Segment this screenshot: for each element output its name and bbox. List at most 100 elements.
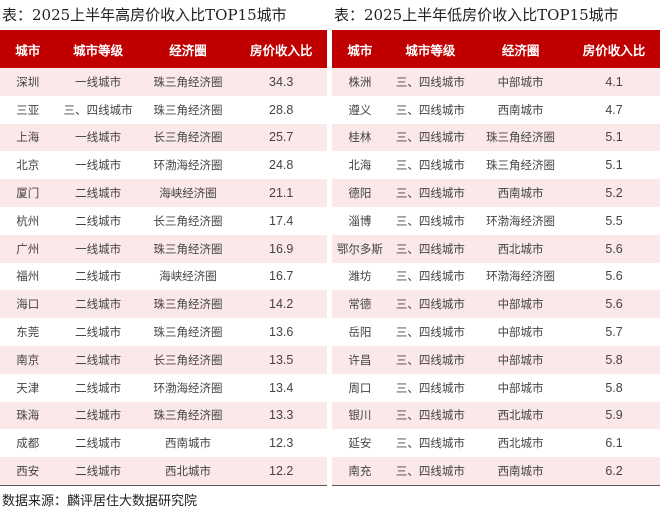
cell-city: 珠海 — [0, 401, 56, 430]
cell-city-tier: 三、四线城市 — [387, 179, 474, 207]
table-row: 银川 三、四线城市 西北城市 5.9 — [332, 401, 660, 430]
cell-economic-zone: 西南城市 — [497, 102, 544, 117]
cell-city-tier: 三、四线城市 — [387, 457, 474, 486]
table-row: 周口 三、四线城市 中部城市 5.8 — [332, 374, 660, 402]
cell-city: 成都 — [16, 436, 40, 451]
header-city-tier: 城市等级 — [387, 30, 474, 68]
cell-price-income-ratio: 16.9 — [235, 234, 327, 263]
table-row: 桂林 三、四线城市 珠三角经济圈 5.1 — [332, 123, 660, 152]
cell-city: 鄂尔多斯 — [332, 234, 388, 263]
cell-economic-zone: 珠三角经济圈 — [473, 123, 569, 152]
cell-price-income-ratio: 4.7 — [605, 102, 623, 117]
cell-city: 常德 — [332, 290, 388, 319]
cell-price-income-ratio: 5.5 — [605, 213, 623, 228]
cell-price-income-ratio: 6.2 — [568, 457, 660, 486]
cell-price-income-ratio: 21.1 — [235, 179, 327, 207]
cell-price-income-ratio: 4.1 — [568, 68, 660, 96]
table-row: 深圳 一线城市 珠三角经济圈 34.3 — [0, 68, 327, 96]
cell-city: 桂林 — [332, 123, 388, 152]
cell-city: 东莞 — [16, 325, 40, 340]
cell-economic-zone: 珠三角经济圈 — [140, 234, 236, 263]
cell-city-tier: 二线城市 — [55, 345, 141, 374]
table-row: 北海 三、四线城市 珠三角经济圈 5.1 — [332, 151, 660, 179]
cell-city: 三亚 — [16, 102, 40, 117]
cell-price-income-ratio: 5.6 — [568, 234, 660, 263]
cell-economic-zone: 环渤海经济圈 — [486, 269, 556, 284]
cell-economic-zone: 珠三角经济圈 — [153, 102, 223, 117]
table-row: 株洲 三、四线城市 中部城市 4.1 — [332, 68, 660, 96]
cell-city: 淄博 — [348, 213, 372, 228]
table-row: 岳阳 三、四线城市 中部城市 5.7 — [332, 318, 660, 346]
cell-city-tier: 一线城市 — [55, 68, 141, 96]
cell-city-tier: 一线城市 — [75, 158, 122, 173]
cell-city: 上海 — [0, 123, 56, 152]
cell-economic-zone: 珠三角经济圈 — [140, 68, 236, 96]
cell-city: 德阳 — [332, 179, 388, 207]
cell-price-income-ratio: 13.3 — [235, 401, 327, 430]
cell-price-income-ratio: 5.8 — [605, 380, 623, 395]
cell-economic-zone: 珠三角经济圈 — [486, 158, 556, 173]
cell-economic-zone: 中部城市 — [497, 325, 544, 340]
cell-economic-zone: 长三角经济圈 — [153, 213, 223, 228]
cell-economic-zone: 中部城市 — [497, 380, 544, 395]
cell-city-tier: 一线城市 — [55, 234, 141, 263]
cell-economic-zone: 海峡经济圈 — [159, 269, 217, 284]
cell-city-tier: 三、四线城市 — [387, 234, 474, 263]
cell-city-tier: 三、四线城市 — [387, 68, 474, 96]
table-row: 上海 一线城市 长三角经济圈 25.7 — [0, 123, 327, 152]
cell-city: 潍坊 — [348, 269, 372, 284]
cell-economic-zone: 珠三角经济圈 — [153, 325, 223, 340]
cell-city: 延安 — [348, 436, 372, 451]
table-row: 福州 二线城市 海峡经济圈 16.7 — [0, 263, 327, 291]
cell-price-income-ratio: 5.6 — [568, 290, 660, 319]
cell-price-income-ratio: 5.7 — [605, 325, 623, 340]
table-header-row: 城市 城市等级 经济圈 房价收入比 — [0, 30, 327, 68]
table-row: 延安 三、四线城市 西北城市 6.1 — [332, 429, 660, 457]
cell-city: 株洲 — [332, 68, 388, 96]
cell-economic-zone: 珠三角经济圈 — [140, 290, 236, 319]
header-city: 城市 — [0, 30, 56, 68]
cell-city-tier: 三、四线城市 — [395, 213, 465, 228]
cell-price-income-ratio: 34.3 — [235, 68, 327, 96]
header-city-tier: 城市等级 — [55, 30, 141, 68]
table-row: 潍坊 三、四线城市 环渤海经济圈 5.6 — [332, 263, 660, 291]
header-price-income-ratio: 房价收入比 — [568, 30, 660, 68]
cell-economic-zone: 环渤海经济圈 — [486, 213, 556, 228]
cell-city-tier: 二线城市 — [55, 290, 141, 319]
header-city: 城市 — [332, 30, 388, 68]
cell-city: 南京 — [0, 345, 56, 374]
cell-city-tier: 一线城市 — [55, 123, 141, 152]
header-price-income-ratio: 房价收入比 — [235, 30, 327, 68]
header-economic-zone: 经济圈 — [140, 30, 236, 68]
table-row: 珠海 二线城市 珠三角经济圈 13.3 — [0, 401, 327, 430]
cell-city-tier: 三、四线城市 — [395, 436, 465, 451]
table-row: 遵义 三、四线城市 西南城市 4.7 — [332, 96, 660, 124]
cell-economic-zone: 西北城市 — [140, 457, 236, 486]
cell-city-tier: 二线城市 — [75, 213, 122, 228]
cell-city: 周口 — [348, 380, 372, 395]
cell-city: 许昌 — [332, 345, 388, 374]
cell-price-income-ratio: 5.6 — [605, 269, 623, 284]
cell-price-income-ratio: 5.1 — [605, 158, 623, 173]
cell-city-tier: 三、四线城市 — [387, 290, 474, 319]
cell-price-income-ratio: 6.1 — [605, 436, 623, 451]
cell-economic-zone: 长三角经济圈 — [140, 123, 236, 152]
table-row: 常德 三、四线城市 中部城市 5.6 — [332, 290, 660, 319]
left-table-title: 表：2025上半年高房价收入比TOP15城市 — [2, 6, 287, 24]
cell-city-tier: 三、四线城市 — [395, 380, 465, 395]
cell-city: 银川 — [332, 401, 388, 430]
cell-price-income-ratio: 12.2 — [235, 457, 327, 486]
table-row: 西安 二线城市 西北城市 12.2 — [0, 457, 327, 486]
low-ratio-table: 城市 城市等级 经济圈 房价收入比 株洲 三、四线城市 中部城市 4.1 遵义 三、四线城市 西南… — [332, 30, 660, 486]
cell-city-tier: 三、四线城市 — [387, 345, 474, 374]
high-ratio-table: 城市 城市等级 经济圈 房价收入比 深圳 一线城市 珠三角经济圈 34.3 三亚 三、四线城市珠… — [0, 30, 327, 486]
cell-price-income-ratio: 17.4 — [269, 213, 294, 228]
cell-economic-zone: 中部城市 — [473, 345, 569, 374]
cell-economic-zone: 珠三角经济圈 — [140, 401, 236, 430]
table-row: 成都 二线城市 西南城市 12.3 — [0, 429, 327, 457]
cell-price-income-ratio: 12.3 — [269, 436, 294, 451]
cell-city: 天津 — [16, 380, 40, 395]
cell-city-tier: 三、四线城市 — [395, 102, 465, 117]
table-row: 厦门 二线城市 海峡经济圈 21.1 — [0, 179, 327, 207]
cell-city: 岳阳 — [348, 325, 372, 340]
